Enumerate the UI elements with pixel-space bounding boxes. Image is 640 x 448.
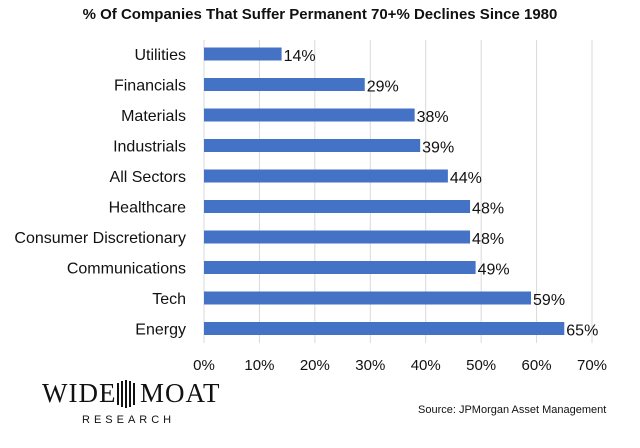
x-tick-label: 20%: [300, 357, 330, 374]
category-label: Industrials: [113, 139, 186, 156]
x-tick-label: 50%: [466, 357, 496, 374]
x-tick-label: 70%: [577, 357, 607, 374]
category-label: Materials: [121, 108, 186, 125]
value-label: 44%: [450, 170, 482, 187]
bar: [204, 230, 471, 244]
bars: [204, 47, 565, 335]
category-label: All Sectors: [110, 169, 186, 186]
bar: [204, 322, 565, 335]
x-tick-label: 10%: [244, 357, 274, 374]
value-label: 48%: [472, 201, 504, 218]
bar: [204, 261, 476, 274]
logo-text-moat: MOAT: [140, 378, 221, 408]
bar: [204, 108, 415, 122]
logo-text-wide: WIDE: [42, 378, 117, 408]
value-label: 49%: [478, 262, 510, 279]
chart-title: % Of Companies That Suffer Permanent 70+…: [82, 6, 558, 23]
category-label: Consumer Discretionary: [14, 230, 186, 247]
value-label: 59%: [533, 292, 565, 309]
x-tick-label: 0%: [193, 357, 215, 374]
bar: [204, 47, 282, 61]
bar: [204, 169, 448, 183]
value-label: 65%: [566, 323, 598, 340]
source-note: Source: JPMorgan Asset Management: [418, 404, 607, 416]
value-label: 29%: [367, 79, 399, 96]
bar: [204, 139, 421, 152]
category-label: Energy: [135, 322, 186, 339]
x-tick-label: 40%: [411, 357, 441, 374]
category-label: Tech: [152, 291, 186, 308]
value-label: 14%: [284, 48, 316, 65]
value-label: 39%: [422, 140, 454, 157]
bar: [204, 291, 532, 305]
bar: [204, 200, 471, 213]
category-label: Healthcare: [109, 200, 186, 217]
labels: 0% 10% 20% 30% 40% 50% 60% 70% Utilities 14% Finan…: [14, 47, 607, 374]
value-label: 48%: [472, 231, 504, 248]
value-label: 38%: [417, 109, 449, 126]
category-label: Utilities: [134, 47, 186, 64]
x-tick-label: 60%: [522, 357, 552, 374]
logo-pillars-icon: [117, 380, 135, 408]
x-tick-label: 30%: [355, 357, 385, 374]
logo-text-research: RESEARCH: [82, 414, 176, 426]
category-label: Financials: [114, 78, 186, 95]
wide-moat-logo: WIDE MOAT RESEARCH: [42, 378, 220, 438]
category-label: Communications: [67, 261, 186, 278]
bar: [204, 78, 365, 91]
